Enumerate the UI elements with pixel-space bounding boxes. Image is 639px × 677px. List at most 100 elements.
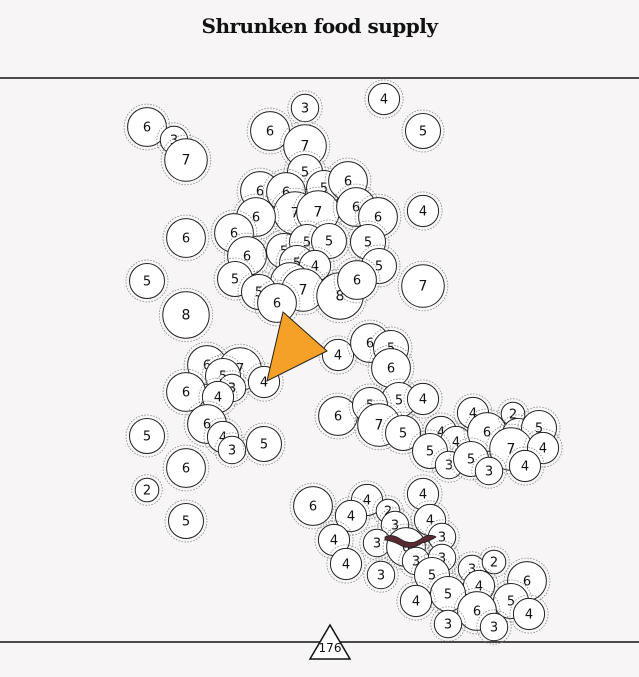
food-cell: 6 (367, 344, 415, 392)
food-cell-value: 4 (419, 488, 427, 503)
food-cell-halo (478, 546, 510, 578)
food-cell-circle (166, 448, 206, 488)
food-cell-value: 3 (485, 465, 493, 480)
food-cell-halo (367, 344, 415, 392)
food-cell-value: 4 (219, 431, 227, 446)
food-cell: 4 (364, 79, 404, 119)
food-cell-halo (424, 519, 460, 555)
food-cell: 6 (253, 279, 301, 327)
food-cell-value: 4 (330, 534, 338, 549)
food-cell-circle (168, 503, 204, 539)
turn-counter-value: 176 (319, 641, 342, 655)
food-cell-value: 6 (387, 362, 395, 377)
food-cell: 4 (509, 594, 549, 634)
food-cell-value: 4 (342, 558, 350, 573)
food-cell-halo (164, 499, 208, 543)
food-cell: 2 (131, 474, 163, 506)
food-cell-value: 4 (426, 514, 434, 529)
food-cell-circle (134, 477, 160, 503)
food-cell-halo (363, 557, 399, 593)
food-cell-value: 6 (353, 274, 361, 289)
food-cell-halo (403, 191, 443, 231)
food-cell-circle (166, 218, 206, 258)
food-cell-halo (476, 609, 512, 645)
food-cell-value: 3 (228, 382, 236, 397)
food-cell-value: 6 (203, 359, 211, 374)
food-cell: 8 (158, 287, 214, 343)
food-cell-value: 6 (334, 410, 342, 425)
food-cell-halo (162, 444, 210, 492)
food-cell: 4 (314, 520, 354, 560)
food-cell: 4 (396, 581, 436, 621)
food-cell-halo (505, 446, 545, 486)
food-cell-halo (162, 214, 210, 262)
food-cell-value: 5 (444, 588, 452, 603)
food-cell: 7 (397, 260, 449, 312)
food-cell-circle (401, 264, 445, 308)
food-cell-value: 8 (336, 289, 345, 305)
food-cell-value: 7 (236, 362, 245, 378)
food-cell: 6 (333, 256, 381, 304)
food-cell-halo (198, 377, 238, 417)
food-cell-value: 5 (375, 260, 383, 275)
food-cell-value: 6 (483, 426, 491, 441)
food-cell-value: 5 (143, 430, 151, 445)
turn-counter: 176 (308, 623, 352, 660)
food-cell-value: 2 (384, 505, 392, 520)
food-cell-value: 4 (214, 391, 222, 406)
food-cell-circle (406, 382, 440, 416)
player-triangle[interactable] (266, 311, 328, 382)
food-cell-value: 7 (507, 442, 516, 458)
food-cell-halo (210, 209, 258, 257)
food-cell-circle (246, 426, 282, 462)
food-cell-circle (479, 612, 509, 642)
food-cell-circle (512, 597, 546, 631)
food-cell-halo (287, 90, 323, 126)
food-cell-value: 2 (143, 484, 151, 499)
enemy-blob (384, 534, 437, 548)
food-cell-halo (372, 495, 404, 527)
turn-counter-triangle-icon (308, 623, 352, 660)
food-cell-value: 5 (303, 236, 311, 251)
food-cell-circle (334, 499, 368, 533)
food-cell-halo (453, 587, 501, 635)
food-cell-value: 7 (291, 206, 300, 222)
food-cell-halo (324, 157, 372, 205)
food-cell-value: 7 (314, 205, 323, 221)
food-cell-circle (405, 113, 441, 149)
food-cell-value: 6 (352, 201, 360, 216)
food-cell-value: 5 (428, 569, 436, 584)
food-cell-halo (125, 259, 169, 303)
food-cells-layer: 6373465756656776664666555554555678678564… (123, 79, 563, 645)
food-cell-circle (162, 291, 210, 339)
food-cell-circle (257, 283, 297, 323)
food-cell-value: 7 (301, 139, 310, 155)
food-cell: 3 (430, 606, 466, 642)
food-cell-circle (385, 415, 421, 451)
food-cell: 4 (403, 379, 443, 419)
food-cell-halo (203, 417, 243, 457)
food-cell-value: 4 (437, 426, 445, 441)
food-cell-circle (337, 260, 377, 300)
food-cell-value: 5 (231, 273, 239, 288)
food-cell-value: 4 (347, 510, 355, 525)
food-cell-circle (217, 435, 247, 465)
food-cell-halo (242, 422, 286, 466)
food-cell-value: 6 (243, 250, 251, 265)
food-cell-value: 3 (373, 537, 381, 552)
food-cell-halo (357, 244, 401, 288)
food-cell-value: 7 (419, 279, 428, 295)
food-cell-halo (503, 557, 551, 605)
food-cell-value: 6 (273, 297, 281, 312)
food-cell-value: 4 (452, 436, 460, 451)
food-cell: 5 (125, 259, 169, 303)
food-cell-halo (326, 544, 366, 584)
food-cell-value: 4 (260, 376, 268, 391)
food-cell-value: 6 (203, 418, 211, 433)
food-cell-circle (399, 584, 433, 618)
food-cell-halo (253, 279, 301, 327)
food-cell-halo (289, 482, 337, 530)
food-cell-circle (127, 107, 167, 147)
food-cell: 5 (242, 422, 286, 466)
